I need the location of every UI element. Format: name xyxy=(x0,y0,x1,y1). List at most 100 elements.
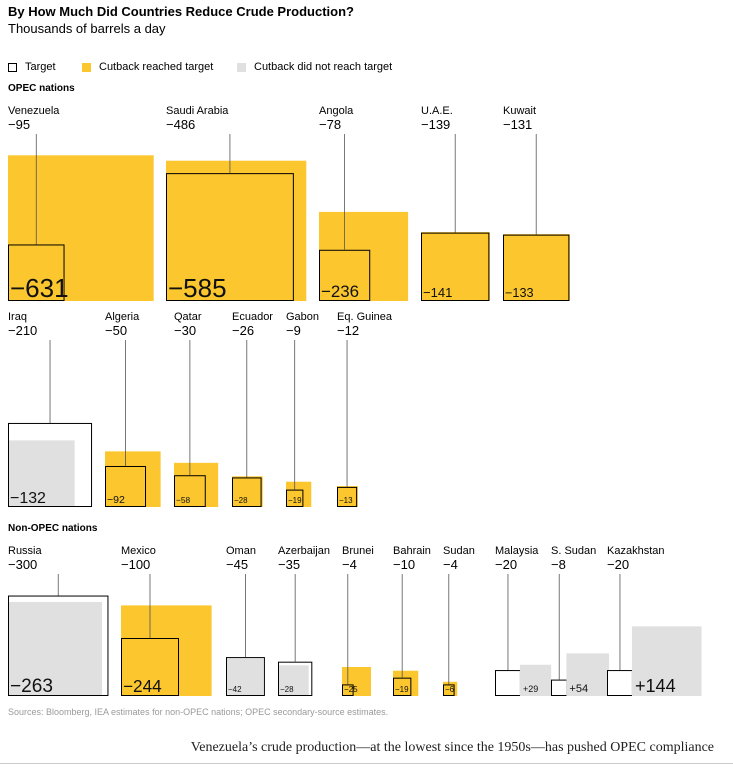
target-value-russia: −300 xyxy=(8,557,37,572)
legend-swatch-reached xyxy=(82,62,91,72)
legend-label-target: Target xyxy=(25,61,56,73)
country-name-oman: Oman xyxy=(226,545,256,557)
target-value-angola: −78 xyxy=(319,117,341,132)
actual-square-kuwait xyxy=(503,234,570,301)
actual-square-algeria xyxy=(105,451,161,507)
target-square-brunei xyxy=(342,684,354,697)
target-value-algeria: −50 xyxy=(105,323,127,338)
actual-square-mexico xyxy=(121,605,212,696)
country-name-ecuador: Ecuador xyxy=(232,311,273,323)
actual-label-kazakhstan: +144 xyxy=(635,676,676,696)
actual-square-eq-guinea xyxy=(337,486,358,507)
actual-label-sudan: −6 xyxy=(445,685,455,694)
country-name-brunei: Brunei xyxy=(342,545,374,557)
actual-square-malaysia xyxy=(519,664,552,696)
actual-label-iraq: −132 xyxy=(10,490,46,507)
country-name-saudi-arabia: Saudi Arabia xyxy=(166,105,229,117)
target-square-iraq xyxy=(8,422,93,507)
actual-square-russia xyxy=(8,601,103,696)
actual-label-malaysia: +29 xyxy=(523,684,538,694)
target-value-azerbaijan: −35 xyxy=(278,557,300,572)
target-square-gabon xyxy=(286,489,304,508)
country-name-russia: Russia xyxy=(8,545,43,557)
target-value-venezuela: −95 xyxy=(8,117,30,132)
country-name-bahrain: Bahrain xyxy=(393,545,431,557)
target-value-brunei: −4 xyxy=(342,557,357,572)
actual-label-s-sudan: +54 xyxy=(569,683,588,695)
target-value-bahrain: −10 xyxy=(393,557,415,572)
country-name-iraq: Iraq xyxy=(8,311,27,323)
target-value-kuwait: −131 xyxy=(503,117,532,132)
target-value-ecuador: −26 xyxy=(232,323,254,338)
target-value-qatar: −30 xyxy=(174,323,196,338)
actual-square-bahrain xyxy=(393,670,419,696)
actual-square-brunei xyxy=(342,667,371,696)
legend-swatch-notreached xyxy=(237,62,246,72)
actual-label-bahrain: −19 xyxy=(395,685,409,694)
country-name-sudan: Sudan xyxy=(443,545,475,557)
target-square-saudi-arabia xyxy=(166,173,294,302)
actual-square-azerbaijan xyxy=(278,665,309,696)
chart-title: By How Much Did Countries Reduce Crude P… xyxy=(8,4,354,19)
actual-square-kazakhstan xyxy=(631,626,702,696)
country-name-algeria: Algeria xyxy=(105,311,140,323)
actual-label-azerbaijan: −28 xyxy=(280,685,294,694)
article-caption: Venezuela’s crude production—at the lowe… xyxy=(190,740,714,755)
target-square-angola xyxy=(319,249,371,301)
chart-subtitle: Thousands of barrels a day xyxy=(8,21,166,36)
actual-square-iraq xyxy=(8,440,75,507)
legend-item-target: Target xyxy=(8,61,56,73)
actual-label-ecuador: −28 xyxy=(234,496,248,505)
section-label-opec: OPEC nations xyxy=(8,83,75,94)
country-name-kuwait: Kuwait xyxy=(503,105,536,117)
actual-label-brunei: −25 xyxy=(344,685,358,694)
legend-label-notreached: Cutback did not reach target xyxy=(254,61,393,73)
legend-item-notreached: Cutback did not reach target xyxy=(237,61,392,73)
actual-label-mexico: −244 xyxy=(123,676,162,696)
actual-square-oman xyxy=(226,658,264,696)
actual-label-russia: −263 xyxy=(10,676,53,697)
section-label-non-opec: Non-OPEC nations xyxy=(8,523,98,534)
actual-label-u-a-e: −141 xyxy=(423,285,452,300)
target-square-kazakhstan xyxy=(607,670,633,696)
target-value-mexico: −100 xyxy=(121,557,150,572)
actual-label-algeria: −92 xyxy=(107,494,125,506)
target-square-eq-guinea xyxy=(337,486,358,507)
country-name-malaysia: Malaysia xyxy=(495,545,539,557)
actual-label-kuwait: −133 xyxy=(505,286,534,300)
target-square-azerbaijan xyxy=(278,661,313,697)
actual-label-venezuela: −631 xyxy=(10,273,69,303)
country-name-venezuela: Venezuela xyxy=(8,105,60,117)
country-name-mexico: Mexico xyxy=(121,545,156,557)
country-name-eq-guinea: Eq. Guinea xyxy=(337,311,393,323)
actual-square-ecuador xyxy=(232,476,263,507)
target-square-malaysia xyxy=(495,670,521,696)
legend-swatch-target xyxy=(8,62,17,72)
target-square-ecuador xyxy=(232,477,262,508)
target-square-russia xyxy=(8,595,109,697)
target-square-algeria xyxy=(105,465,147,507)
actual-square-saudi-arabia xyxy=(166,160,307,301)
divider xyxy=(0,763,733,764)
target-value-oman: −45 xyxy=(226,557,248,572)
country-name-qatar: Qatar xyxy=(174,311,202,323)
actual-label-saudi-arabia: −585 xyxy=(168,273,227,303)
target-square-mexico xyxy=(121,638,179,696)
country-name-gabon: Gabon xyxy=(286,311,319,323)
actual-square-u-a-e xyxy=(421,232,490,301)
country-name-u-a-e: U.A.E. xyxy=(421,105,453,117)
actual-label-oman: −42 xyxy=(228,685,242,694)
target-square-venezuela xyxy=(8,244,65,302)
target-value-saudi-arabia: −486 xyxy=(166,117,195,132)
actual-square-venezuela xyxy=(8,155,154,301)
target-square-bahrain xyxy=(393,677,412,697)
target-value-gabon: −9 xyxy=(286,323,301,338)
actual-label-eq-guinea: −13 xyxy=(339,496,353,505)
target-square-kuwait xyxy=(503,234,570,301)
actual-label-qatar: −58 xyxy=(176,495,191,505)
actual-square-angola xyxy=(319,211,409,301)
target-value-iraq: −210 xyxy=(8,323,37,338)
actual-label-gabon: −19 xyxy=(288,496,302,505)
target-value-eq-guinea: −12 xyxy=(337,323,359,338)
